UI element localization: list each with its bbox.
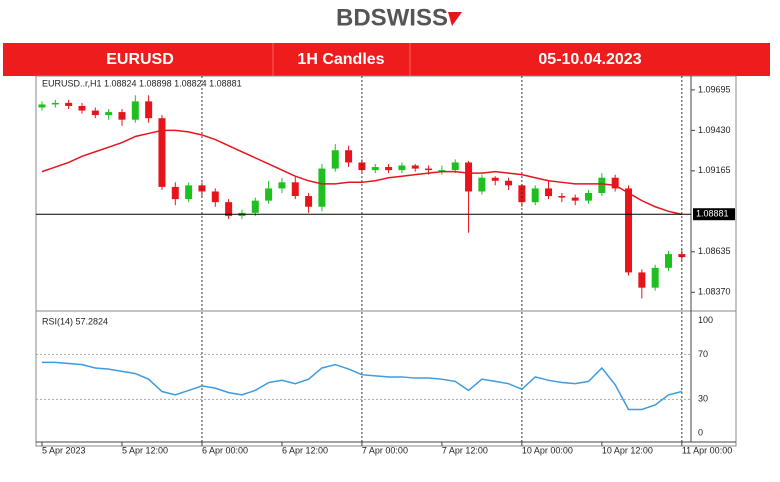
candle-body [345,150,353,163]
candle-body [65,102,73,106]
x-tick-label: 5 Apr 2023 [42,445,86,455]
symbol: EURUSD [106,51,174,68]
moving-average [41,129,683,216]
candle-body [505,180,513,186]
x-tick-label: 5 Apr 12:00 [122,445,168,455]
candle-body [411,165,419,169]
candle-body [38,104,46,108]
chart-frame [35,75,737,447]
candle-body [558,196,566,198]
y-tick-label: 30 [698,394,708,404]
candle-body [491,177,499,181]
y-tick-label: 0 [698,427,703,437]
candle-label: EURUSD..r,H1 1.08824 1.08898 1.08824 1.0… [42,78,242,88]
candle-body [585,193,593,201]
x-tick-label: 10 Apr 00:00 [522,445,573,455]
candle-body [251,200,259,213]
x-tick-label: 7 Apr 12:00 [442,445,488,455]
y-tick-label: 1.09165 [698,165,731,175]
logo: BDSWISS [336,4,448,31]
candle-body [398,165,406,171]
candle-body [611,177,619,189]
candle-body [78,105,86,111]
timeframe: 1H Candles [297,51,384,68]
candle-body [158,118,166,187]
candle-body [545,188,553,197]
y-tick-label: 1.09695 [698,84,731,94]
candle-body [358,162,366,171]
candle-body [638,272,646,288]
y-tick-label: 1.08635 [698,246,731,256]
candle-body [225,202,233,216]
candle-body [51,102,59,105]
x-tick-label: 11 Apr 00:00 [682,445,732,455]
candle-body [478,177,486,192]
candle-body [305,196,313,207]
rsi-label: RSI(14) 57.2824 [42,316,108,326]
x-tick-label: 6 Apr 12:00 [282,445,328,455]
last-price-box [693,208,735,221]
candle-body [385,167,393,171]
x-tick-label: 7 Apr 00:00 [362,445,408,455]
candle-body [131,101,139,120]
last-price-label: 1.08881 [696,209,729,219]
candle-body [145,101,153,119]
candle-body [625,188,633,273]
logo-mark [448,12,462,26]
candle-body [265,188,273,201]
dates: 05-10.04.2023 [538,51,641,68]
y-tick-label: 1.09430 [698,125,731,135]
candle-body [425,168,433,171]
candle-body [571,197,579,201]
candle-body [665,254,673,268]
candle-body [465,162,473,192]
candle-body [531,188,539,203]
candle-body [318,168,326,207]
y-tick-label: 100 [698,315,713,325]
candle-body [278,182,286,189]
y-tick-label: 1.08370 [698,287,731,297]
candle-body [451,162,459,171]
candle-body [171,186,179,200]
candle-body [438,170,446,172]
candle-body [678,254,686,258]
candle-body [91,110,99,116]
candle-body [118,112,126,120]
candle-body [185,185,193,200]
candle-body [291,182,299,197]
candle-body [371,167,379,171]
rsi-line [42,361,683,411]
candle-body [211,191,219,203]
x-tick-label: 10 Apr 12:00 [602,445,653,455]
candle-body [651,267,659,288]
x-tick-label: 6 Apr 00:00 [202,445,248,455]
candle-body [598,177,606,193]
title-bar [3,43,770,76]
candle-body [105,112,113,116]
y-tick-label: 70 [698,349,708,359]
candle-body [331,150,339,169]
